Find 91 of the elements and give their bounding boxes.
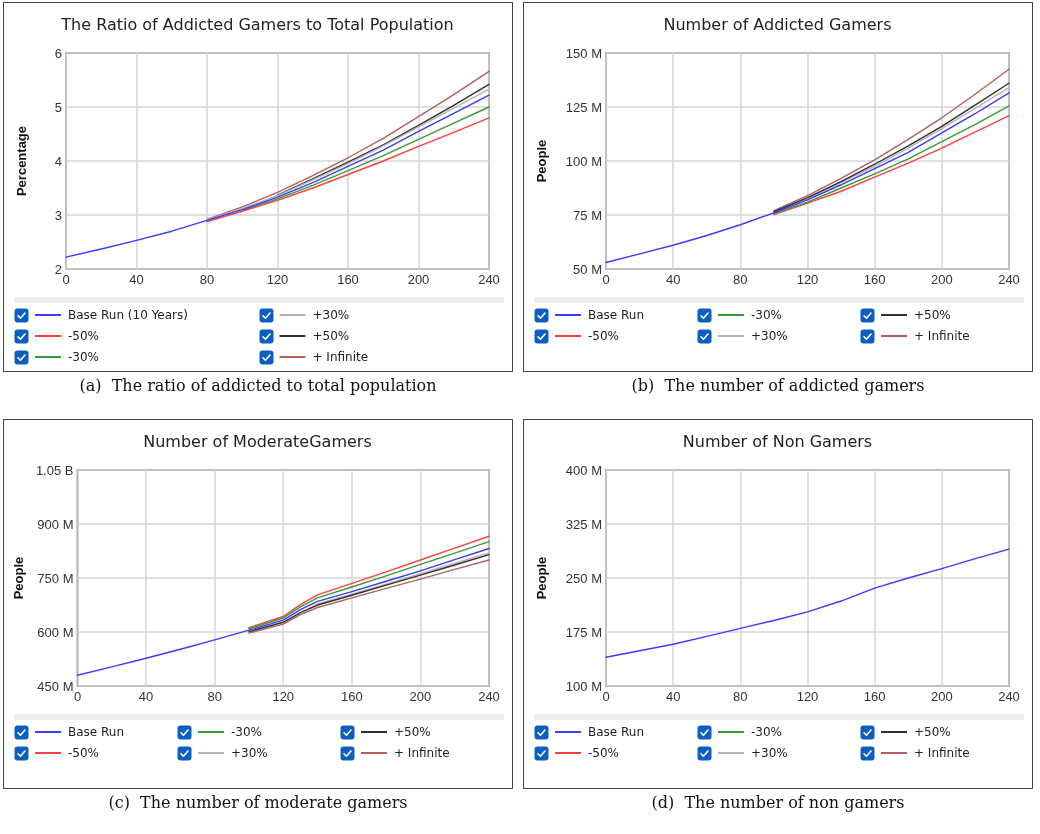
x-tick-label: 80 [733,272,748,287]
y-tick-label: 50 M [573,261,602,277]
legend-label: + Infinite [312,350,369,364]
y-tick-label: 175 M [565,624,602,640]
legend-label: -50% [68,746,100,760]
y-tick-label: 6 [54,45,62,61]
text: (c) The number of moderate gamers [107,793,409,812]
y-tick-label: 100 M [565,678,602,694]
x-tick-label: 120 [266,272,289,287]
y-tick-label: 325 M [565,516,602,532]
x-tick-label: 120 [272,689,295,704]
x-tick-label: 80 [199,272,215,287]
legend-label: + Infinite [394,746,450,760]
x-tick-label: 240 [998,689,1020,704]
legend-label: -30% [751,725,783,739]
legend-label: +50% [914,725,951,739]
x-tick-label: 0 [602,272,610,287]
legend-label: -50% [588,329,620,343]
legend-label: + Infinite [914,329,970,343]
x-tick-label: 200 [407,272,430,287]
x-tick-label: 200 [930,272,953,287]
legend-label: Base Run [588,725,645,739]
text: (d) The number of non gamers [650,793,906,812]
x-tick-label: 0 [602,689,610,704]
text: (a) The ratio of addicted to total population [78,376,438,395]
y-tick-label: 900 M [37,516,74,532]
chart-title: Number of Addicted Gamers [663,14,892,34]
chart-title: Number of Non Gamers [682,431,873,451]
legend-label: +50% [914,308,951,322]
x-tick-label: 200 [409,689,432,704]
legend-label: +30% [751,329,788,343]
x-tick-label: 80 [733,689,748,704]
legend-label: -50% [588,746,620,760]
legend-label: +50% [312,329,350,343]
legend-label: + Infinite [914,746,970,760]
chart-title: Number of ModerateGamers [143,431,372,451]
x-tick-label: 0 [73,689,82,704]
legend-label: Base Run [588,308,645,322]
y-tick-label: 4 [54,153,62,169]
legend-label: Base Run [68,725,125,739]
y-axis-title: People [534,556,549,600]
x-tick-label: 160 [340,689,363,704]
x-tick-label: 40 [665,272,681,287]
legend-label: Base Run (10 Years) [68,308,188,322]
line-series [605,548,1010,658]
x-tick-label: 40 [138,689,154,704]
line-series [605,92,1010,264]
x-tick-label: 160 [863,272,886,287]
chart-title: The Ratio of Addicted Gamers to Total Population [60,14,454,34]
y-tick-label: 125 M [565,99,602,115]
y-tick-label: 750 M [37,570,74,586]
y-tick-label: 450 M [37,678,74,694]
y-tick-label: 150 M [565,45,602,61]
x-tick-label: 80 [207,689,222,704]
line-series [316,552,490,605]
x-tick-label: 40 [665,689,681,704]
line-series [65,94,490,258]
y-tick-label: 250 M [565,570,602,586]
legend-label: -30% [231,725,263,739]
x-tick-label: 240 [478,689,500,704]
line-series [76,547,490,676]
x-tick-label: 120 [796,272,819,287]
y-axis-title: Percentage [14,125,29,197]
x-tick-label: 240 [478,272,500,287]
legend-label: +30% [751,746,788,760]
y-axis-title: People [11,556,26,600]
y-tick-label: 600 M [37,624,74,640]
line-series [206,117,490,223]
legend-label: +30% [312,308,350,322]
y-axis-title: People [534,139,549,183]
y-tick-label: 1.05 B [35,462,74,478]
y-tick-label: 75 M [573,207,602,223]
x-tick-label: 240 [998,272,1020,287]
x-tick-label: 120 [796,689,819,704]
x-tick-label: 40 [129,272,144,287]
y-tick-label: 2 [54,261,62,277]
legend-label: +50% [394,725,431,739]
legend-label: +30% [231,746,268,760]
x-tick-label: 160 [863,689,886,704]
y-tick-label: 5 [54,99,62,115]
x-tick-label: 0 [62,272,70,287]
legend-label: -30% [68,350,100,364]
line-series [276,83,490,196]
y-tick-label: 3 [54,207,62,223]
text: (b) The number of addicted gamers [630,376,926,395]
legend-label: -50% [68,329,100,343]
legend-label: -30% [751,308,783,322]
x-tick-label: 160 [337,272,359,287]
y-tick-label: 400 M [565,462,602,478]
y-tick-label: 100 M [565,153,602,169]
x-tick-label: 200 [930,689,953,704]
